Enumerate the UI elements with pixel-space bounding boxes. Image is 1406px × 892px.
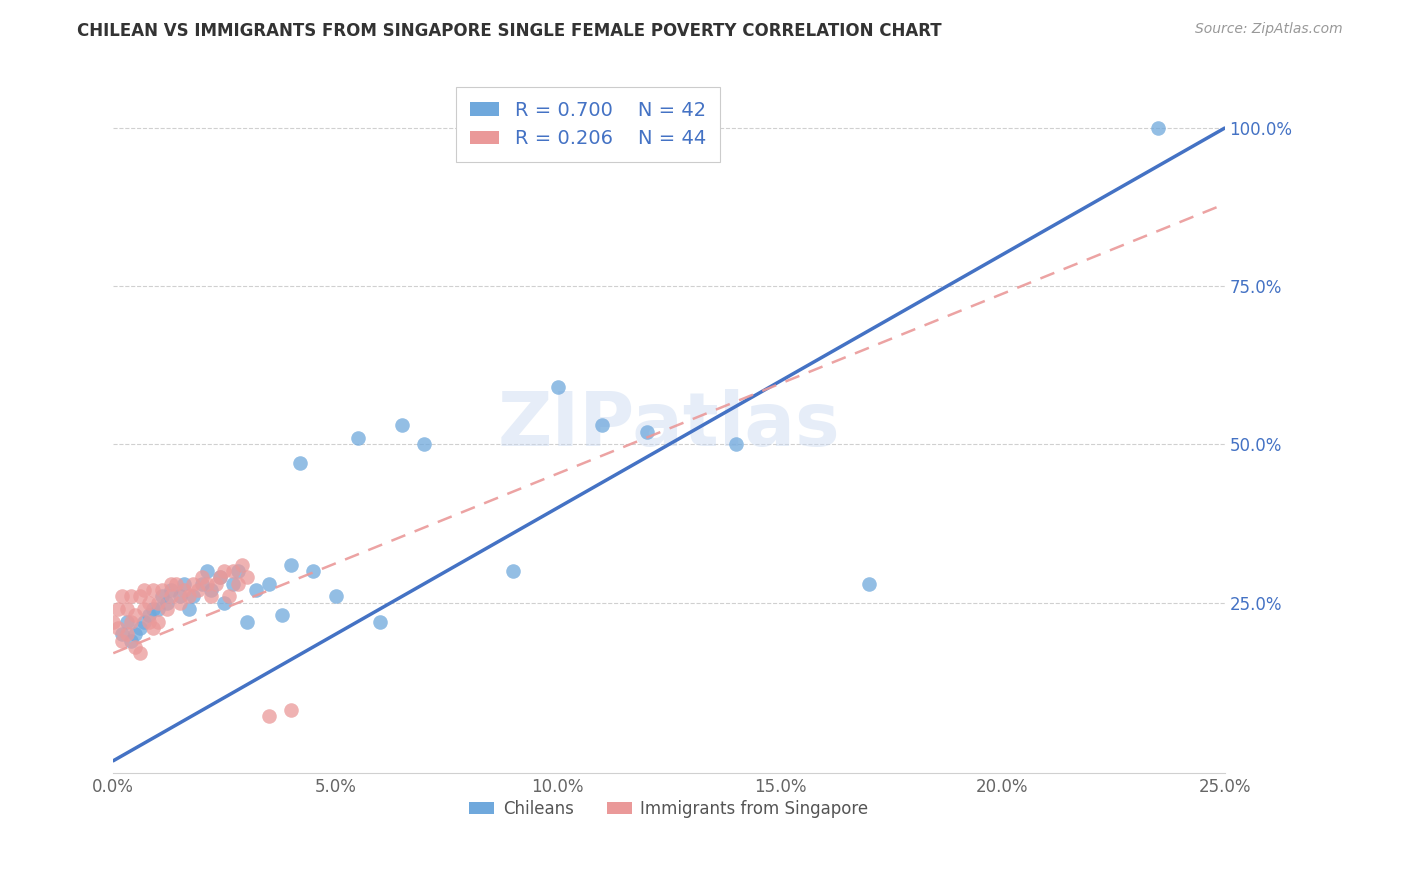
Point [231,558,253,572]
Point [146,615,169,629]
Point [111,633,134,648]
Point [195,576,218,591]
Point [187,582,209,597]
Point [173,582,195,597]
Point [160,589,183,603]
Point [858,576,880,591]
Point [115,627,138,641]
Point [222,576,245,591]
Point [173,576,195,591]
Point [120,589,142,603]
Point [120,633,142,648]
Point [547,380,569,394]
Point [129,646,152,660]
Point [138,596,160,610]
Point [124,640,146,654]
Point [391,418,413,433]
Point [591,418,613,433]
Point [111,589,134,603]
Point [129,621,152,635]
Point [103,615,125,629]
Point [181,589,204,603]
Point [169,596,191,610]
Point [177,602,200,616]
Point [413,437,436,451]
Point [129,589,152,603]
Point [142,582,165,597]
Point [226,576,249,591]
Point [257,576,280,591]
Point [200,582,222,597]
Point [280,558,302,572]
Point [146,602,169,616]
Point [218,589,240,603]
Point [191,570,214,584]
Point [208,570,231,584]
Point [107,602,129,616]
Point [115,602,138,616]
Point [214,564,236,578]
Point [134,582,156,597]
Point [280,703,302,717]
Point [257,709,280,723]
Point [160,576,183,591]
Point [124,627,146,641]
Point [138,615,160,629]
Point [150,582,173,597]
Point [214,596,236,610]
Point [724,437,747,451]
Point [271,608,294,623]
Point [142,621,165,635]
Point [156,596,179,610]
Point [138,608,160,623]
Point [636,425,658,439]
Point [368,615,391,629]
Point [134,615,156,629]
Point [142,602,165,616]
Point [165,576,187,591]
Point [195,564,218,578]
Legend: Chileans, Immigrants from Singapore: Chileans, Immigrants from Singapore [463,793,875,824]
Point [208,570,231,584]
Point [502,564,524,578]
Point [156,602,179,616]
Point [115,615,138,629]
Point [191,576,214,591]
Point [111,627,134,641]
Point [235,570,257,584]
Point [200,589,222,603]
Point [120,615,142,629]
Point [177,589,200,603]
Point [1147,121,1170,136]
Text: CHILEAN VS IMMIGRANTS FROM SINGAPORE SINGLE FEMALE POVERTY CORRELATION CHART: CHILEAN VS IMMIGRANTS FROM SINGAPORE SIN… [77,22,942,40]
Text: Source: ZipAtlas.com: Source: ZipAtlas.com [1195,22,1343,37]
Point [124,608,146,623]
Point [226,564,249,578]
Text: ZIPatlas: ZIPatlas [498,389,841,462]
Point [235,615,257,629]
Point [169,589,191,603]
Point [160,582,183,597]
Point [288,457,311,471]
Point [222,564,245,578]
Point [150,589,173,603]
Point [302,564,325,578]
Point [146,596,169,610]
Point [346,431,368,445]
Point [204,576,226,591]
Point [245,582,267,597]
Point [134,602,156,616]
Point [325,589,347,603]
Point [181,576,204,591]
Point [107,621,129,635]
